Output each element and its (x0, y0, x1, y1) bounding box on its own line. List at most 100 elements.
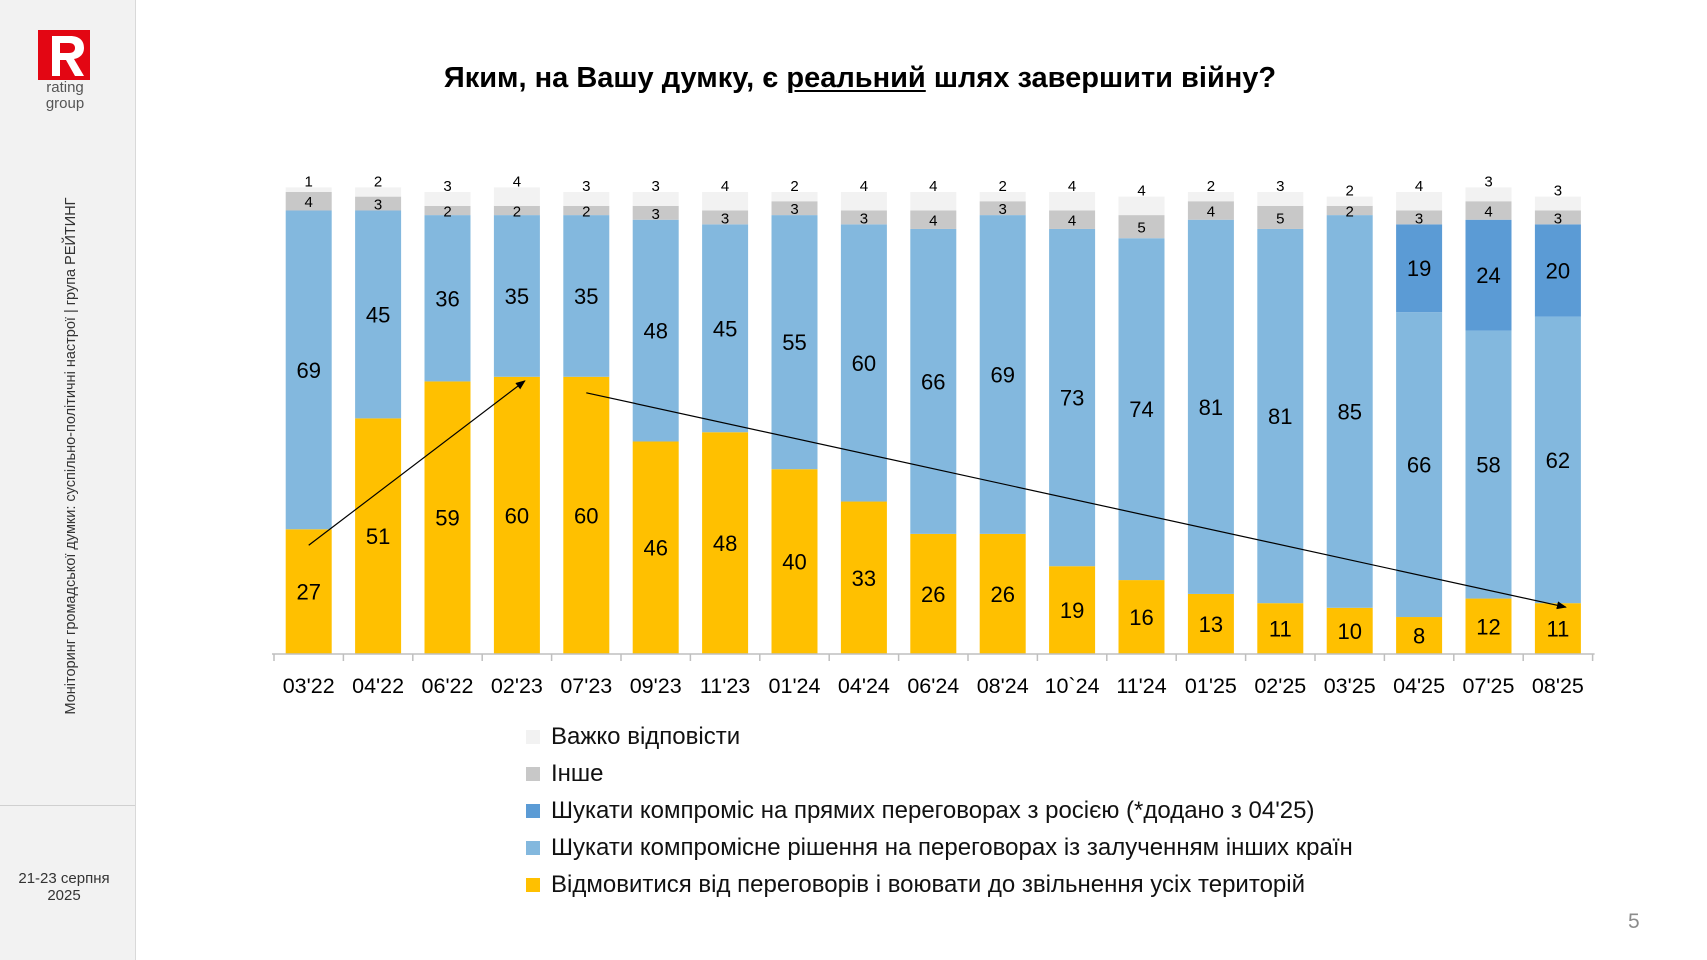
bar-3-3 (493, 205, 540, 216)
bar-4-14 (1257, 192, 1304, 206)
bar-4-0 (285, 187, 332, 192)
bar-0-10 (979, 533, 1026, 654)
data-label-0-15: 10 (1337, 619, 1361, 644)
x-tick-label-16: 04'25 (1393, 674, 1445, 698)
x-tick-label-4: 07'23 (560, 674, 612, 698)
bar-0-7 (771, 469, 818, 654)
bar-0-9 (910, 533, 957, 654)
data-label-3-2: 2 (443, 203, 451, 220)
data-label-2-18: 20 (1546, 259, 1570, 284)
bar-1-15 (1326, 215, 1373, 608)
survey-date-line1: 21-23 серпня (18, 870, 110, 887)
trend-arrow-1 (586, 392, 1567, 610)
title-part-1: Яким, на Вашу думку, є (443, 62, 787, 94)
bar-3-14 (1257, 205, 1304, 229)
data-label-4-14: 3 (1276, 178, 1284, 195)
data-label-1-2: 36 (435, 286, 459, 311)
bar-1-7 (771, 215, 818, 470)
x-tick-label-7: 01'24 (769, 674, 821, 698)
trend-arrow-0 (308, 380, 526, 546)
data-label-1-13: 81 (1199, 395, 1223, 420)
x-tick-label-1: 04'22 (352, 674, 404, 698)
survey-date-line2: 2025 (47, 887, 81, 904)
data-label-0-5: 46 (643, 536, 667, 561)
bar-4-8 (840, 192, 887, 211)
data-label-1-17: 58 (1476, 453, 1500, 478)
bar-3-17 (1465, 201, 1512, 220)
data-label-3-10: 3 (999, 201, 1007, 218)
data-label-1-6: 45 (713, 316, 737, 341)
data-label-3-13: 4 (1207, 203, 1215, 220)
data-label-0-0: 27 (296, 580, 320, 605)
data-label-0-13: 13 (1199, 612, 1223, 637)
bar-3-2 (424, 205, 471, 216)
bar-0-16 (1396, 617, 1443, 654)
data-label-1-14: 81 (1268, 404, 1292, 429)
data-label-4-2: 3 (443, 178, 451, 195)
page-number: 5 (1628, 910, 1640, 933)
data-label-0-12: 16 (1129, 605, 1153, 630)
logo-text-group: group (45, 95, 85, 112)
data-label-3-5: 3 (652, 206, 660, 223)
data-label-4-16: 4 (1415, 178, 1423, 195)
bar-4-3 (493, 187, 540, 206)
bar-0-18 (1534, 603, 1581, 654)
x-tick-label-0: 03'22 (283, 674, 335, 698)
data-label-1-5: 48 (643, 319, 667, 344)
bar-1-17 (1465, 330, 1512, 599)
bar-4-16 (1396, 192, 1443, 211)
bar-4-1 (355, 187, 402, 197)
bar-3-10 (979, 201, 1026, 216)
bar-3-7 (771, 201, 818, 216)
bar-0-0 (285, 529, 332, 654)
bar-0-2 (424, 381, 471, 654)
bar-1-11 (1049, 228, 1096, 567)
bar-3-6 (702, 210, 749, 225)
legend-item: Шукати компроміс на прямих переговорах з… (526, 792, 1353, 829)
x-tick-label-17: 07'25 (1463, 674, 1515, 698)
title-underlined-word: реальний (786, 62, 926, 94)
bar-1-1 (355, 210, 402, 419)
data-label-0-6: 48 (713, 531, 737, 556)
data-label-4-10: 2 (999, 178, 1007, 195)
data-label-4-12: 4 (1137, 183, 1145, 200)
legend-label: Шукати компромісне рішення на переговора… (551, 833, 1353, 861)
bar-4-10 (979, 192, 1026, 202)
data-label-4-3: 4 (513, 173, 521, 190)
bar-0-8 (840, 501, 887, 654)
data-label-0-18: 11 (1546, 617, 1569, 642)
bar-1-2 (424, 215, 471, 382)
bar-4-6 (702, 192, 749, 211)
x-tick-label-3: 02'23 (491, 674, 543, 698)
data-label-1-0: 69 (296, 358, 320, 383)
bar-2-17 (1465, 219, 1512, 331)
bar-1-13 (1187, 219, 1234, 594)
data-label-1-16: 66 (1407, 453, 1431, 478)
bar-1-6 (702, 224, 749, 433)
bar-4-12 (1118, 196, 1165, 216)
legend-swatch (526, 803, 540, 818)
data-label-3-9: 4 (929, 213, 937, 230)
bar-3-4 (563, 205, 610, 216)
data-label-3-16: 3 (1415, 210, 1423, 227)
data-label-3-15: 2 (1346, 203, 1354, 220)
x-tick-label-2: 06'22 (422, 674, 474, 698)
legend-swatch (526, 877, 540, 892)
data-label-4-6: 4 (721, 178, 729, 195)
data-label-3-17: 4 (1484, 203, 1492, 220)
rating-logo-icon (38, 30, 90, 80)
data-label-0-16: 8 (1413, 624, 1425, 649)
data-label-2-17: 24 (1476, 263, 1500, 288)
bar-0-6 (702, 432, 749, 654)
bar-3-9 (910, 210, 957, 229)
data-label-4-4: 3 (582, 178, 590, 195)
x-tick-label-6: 11'23 (700, 674, 750, 698)
legend-item: Важко відповісти (526, 718, 1353, 755)
bar-1-9 (910, 228, 957, 534)
x-tick-label-12: 11'24 (1116, 674, 1166, 698)
bar-1-4 (563, 215, 610, 377)
bar-3-18 (1534, 210, 1581, 225)
x-tick-label-14: 02'25 (1254, 674, 1306, 698)
data-label-0-9: 26 (921, 582, 945, 607)
data-label-0-4: 60 (574, 503, 598, 528)
